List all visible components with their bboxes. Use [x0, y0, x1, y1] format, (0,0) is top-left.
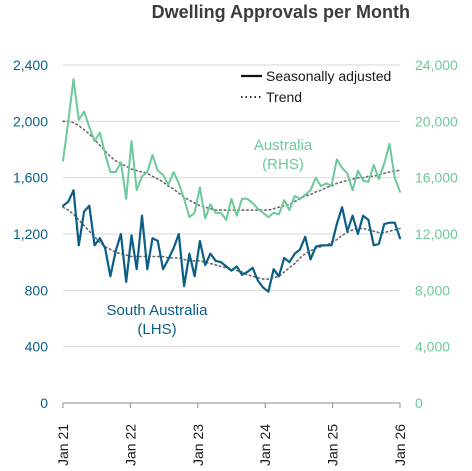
right-axis-tick-label: 4,000 [415, 339, 450, 355]
left-axis-tick-label: 400 [25, 339, 49, 355]
legend: Seasonally adjusted Trend [241, 68, 391, 105]
x-axis-tick-label: Jan 25 [325, 424, 341, 466]
left-axis-tick-label: 800 [25, 282, 49, 298]
axes: 0 400 800 1,200 1,600 2,000 2,400 0 4,000 8,000 12… [13, 57, 458, 466]
left-axis-tick-label: 2,000 [13, 113, 48, 129]
australia-annotation-axis: (RHS) [262, 156, 304, 173]
south-australia-annotation-axis: (LHS) [137, 321, 176, 338]
right-axis-tick-label: 12,000 [415, 226, 458, 242]
south-australia-trend-line [62, 206, 401, 280]
x-axis-tick-label: Jan 26 [392, 424, 408, 466]
left-axis-tick-label: 2,400 [13, 57, 48, 73]
chart-title: Dwelling Approvals per Month [151, 2, 410, 22]
x-axis-tick-label: Jan 22 [122, 424, 138, 466]
australia-annotation-name: Australia [254, 137, 313, 154]
south-australia-seasonally-adjusted-line [61, 189, 402, 293]
legend-label-seasonally-adjusted: Seasonally adjusted [266, 68, 391, 84]
right-axis-tick-label: 8,000 [415, 282, 450, 298]
australia-trend-line [62, 120, 401, 211]
australia-seasonally-adjusted-line [62, 78, 401, 221]
x-axis-tick-label: Jan 23 [190, 424, 206, 466]
right-axis-tick-label: 0 [415, 395, 423, 411]
annotations: Australia (RHS) South Australia (LHS) [107, 137, 313, 338]
series-layer [61, 78, 402, 293]
left-axis-tick-label: 0 [40, 395, 48, 411]
right-axis-tick-label: 20,000 [415, 113, 458, 129]
left-axis-tick-label: 1,200 [13, 226, 48, 242]
legend-label-trend: Trend [266, 89, 302, 105]
south-australia-annotation-name: South Australia [107, 302, 209, 319]
x-axis-tick-label: Jan 21 [55, 424, 71, 466]
right-axis-tick-label: 24,000 [415, 57, 458, 73]
right-axis-tick-label: 16,000 [415, 170, 458, 186]
x-axis-tick-label: Jan 24 [257, 424, 273, 466]
left-axis-tick-label: 1,600 [13, 170, 48, 186]
